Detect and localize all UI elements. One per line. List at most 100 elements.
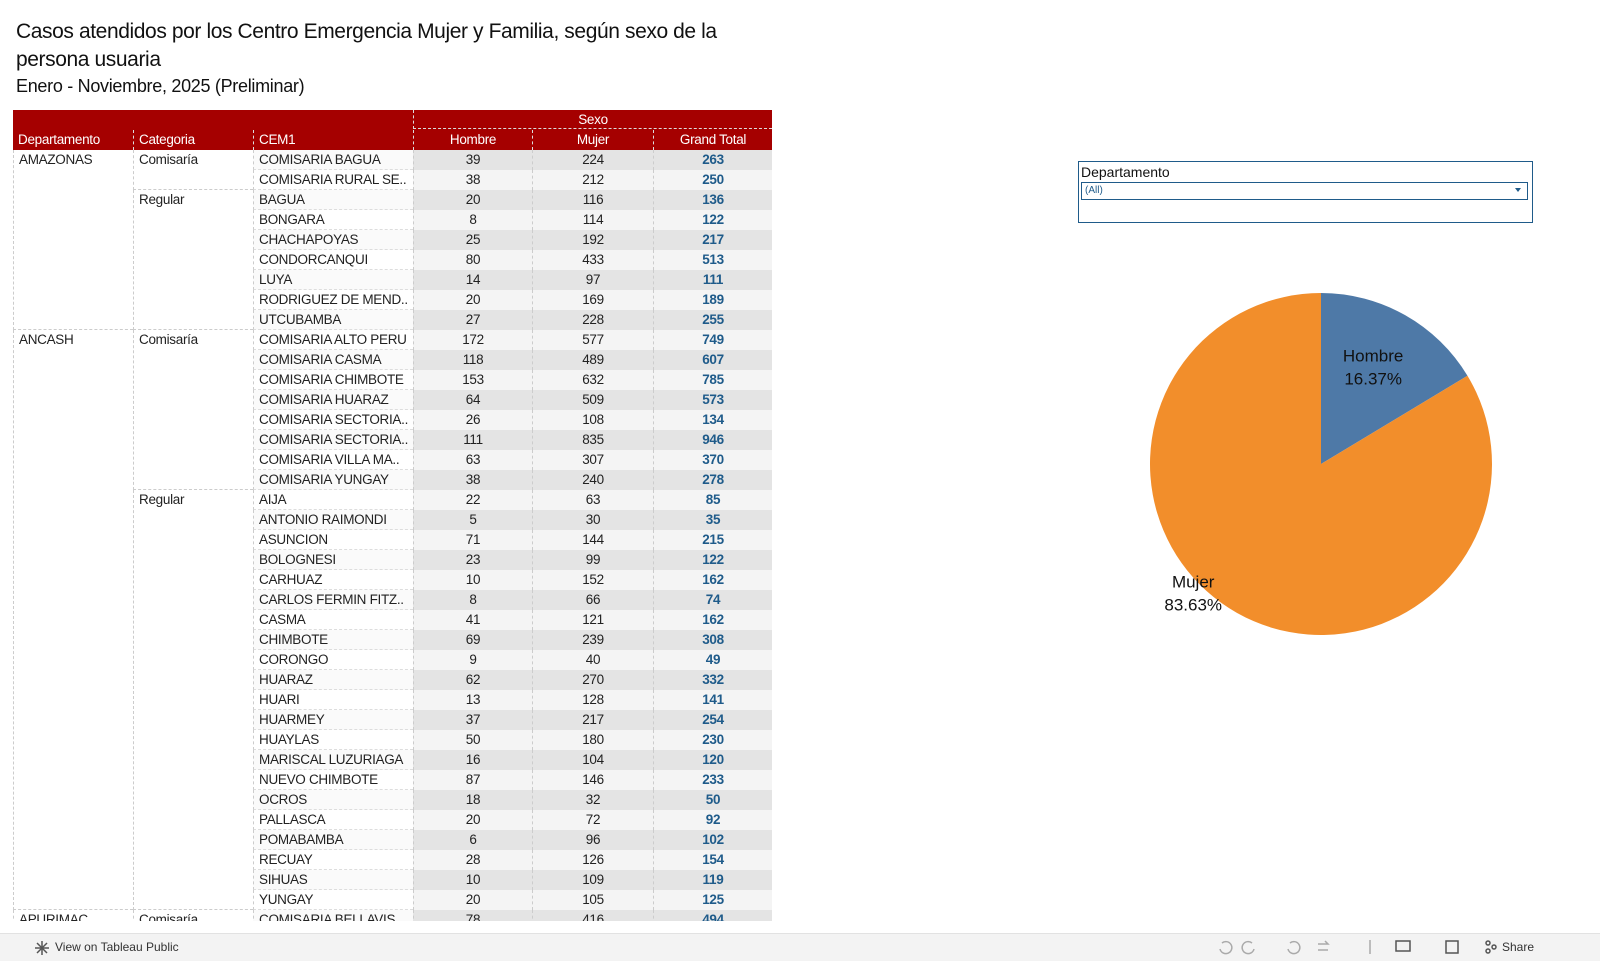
cem-cell: CARHUAZ (253, 570, 413, 590)
cem-cell: RODRIGUEZ DE MEND.. (253, 290, 413, 310)
value-cell: 128 (532, 690, 653, 710)
column-header: CEM1 (253, 130, 413, 150)
value-cell: 20 (413, 190, 532, 210)
value-cell: 433 (532, 250, 653, 270)
total-cell: 308 (653, 630, 772, 650)
total-cell: 122 (653, 210, 772, 230)
value-cell: 23 (413, 550, 532, 570)
total-cell: 215 (653, 530, 772, 550)
total-cell: 749 (653, 330, 772, 350)
total-cell: 134 (653, 410, 772, 430)
cem-cell: CHIMBOTE (253, 630, 413, 650)
total-cell: 573 (653, 390, 772, 410)
total-cell: 74 (653, 590, 772, 610)
total-cell: 255 (653, 310, 772, 330)
value-cell: 126 (532, 850, 653, 870)
value-cell: 835 (532, 430, 653, 450)
value-cell: 18 (413, 790, 532, 810)
cem-cell: UTCUBAMBA (253, 310, 413, 330)
cem-cell: RECUAY (253, 850, 413, 870)
value-cell: 104 (532, 750, 653, 770)
value-cell: 9 (413, 650, 532, 670)
department-cell: ANCASH (13, 330, 133, 910)
value-cell: 5 (413, 510, 532, 530)
total-cell: 332 (653, 670, 772, 690)
column-header: Hombre (413, 130, 532, 150)
share-button[interactable]: Share (1502, 940, 1535, 954)
value-cell: 146 (532, 770, 653, 790)
total-cell: 102 (653, 830, 772, 850)
total-cell: 119 (653, 870, 772, 890)
value-cell: 144 (532, 530, 653, 550)
value-cell: 66 (532, 590, 653, 610)
value-cell: 72 (532, 810, 653, 830)
total-cell: 946 (653, 430, 772, 450)
cem-cell: COMISARIA ALTO PERU (253, 330, 413, 350)
value-cell: 32 (532, 790, 653, 810)
slice-value: 16.37% (1344, 370, 1402, 389)
view-link[interactable]: View on Tableau Public (55, 940, 179, 954)
value-cell: 105 (532, 890, 653, 910)
slice-label: Hombre (1343, 347, 1403, 366)
total-cell: 162 (653, 610, 772, 630)
filter-dropdown[interactable]: (All) (1081, 182, 1528, 200)
value-cell: 169 (532, 290, 653, 310)
value-cell: 416 (532, 910, 653, 921)
total-cell: 162 (653, 570, 772, 590)
cem-cell: COMISARIA BELLAVIS.. (253, 910, 413, 921)
value-cell: 14 (413, 270, 532, 290)
department-cell: APURIMAC (13, 910, 133, 921)
value-cell: 38 (413, 470, 532, 490)
value-cell: 270 (532, 670, 653, 690)
department-cell: AMAZONAS (13, 150, 133, 330)
total-cell: 111 (653, 270, 772, 290)
total-cell: 254 (653, 710, 772, 730)
cem-cell: POMABAMBA (253, 830, 413, 850)
header-band (13, 110, 772, 150)
value-cell: 509 (532, 390, 653, 410)
redo[interactable] (1241, 940, 1255, 955)
value-cell: 80 (413, 250, 532, 270)
total-cell: 494 (653, 910, 772, 921)
column-header: Departamento (18, 132, 100, 147)
total-cell: 278 (653, 470, 772, 490)
value-cell: 22 (413, 490, 532, 510)
value-cell: 224 (532, 150, 653, 170)
cem-cell: MARISCAL LUZURIAGA (253, 750, 413, 770)
value-cell: 50 (413, 730, 532, 750)
toolbar-icons (1219, 940, 1497, 955)
cem-cell: COMISARIA VILLA MA.. (253, 450, 413, 470)
total-cell: 607 (653, 350, 772, 370)
category-cell: Comisaría (133, 150, 253, 190)
value-cell: 25 (413, 230, 532, 250)
cem-cell: LUYA (253, 270, 413, 290)
revert[interactable] (1287, 940, 1301, 955)
refresh[interactable] (1318, 940, 1330, 951)
device[interactable] (1395, 940, 1411, 952)
value-cell: 63 (413, 450, 532, 470)
value-cell: 71 (413, 530, 532, 550)
total-cell: 370 (653, 450, 772, 470)
undo[interactable] (1219, 940, 1233, 955)
total-cell: 233 (653, 770, 772, 790)
cem-cell: CONDORCANQUI (253, 250, 413, 270)
cem-cell: OCROS (253, 790, 413, 810)
cem-cell: CORONGO (253, 650, 413, 670)
filter[interactable]: Departamento (All) (1078, 161, 1533, 223)
total-cell: 230 (653, 730, 772, 750)
value-cell: 40 (532, 650, 653, 670)
cem-cell: HUARAZ (253, 670, 413, 690)
slice-label: Mujer (1172, 572, 1215, 591)
category-cell: Comisaría (133, 330, 253, 490)
column-header: Mujer (532, 130, 653, 150)
total-cell: 136 (653, 190, 772, 210)
total-cell: 122 (653, 550, 772, 570)
fullscreen[interactable] (1445, 940, 1459, 954)
subtitle: Enero - Noviembre, 2025 (Preliminar) (16, 76, 305, 96)
cem-cell: CASMA (253, 610, 413, 630)
cem-cell: HUAYLAS (253, 730, 413, 750)
value-cell: 8 (413, 590, 532, 610)
value-cell: 307 (532, 450, 653, 470)
title: Casos atendidos por los Centro Emergenci… (16, 20, 717, 71)
value-cell: 180 (532, 730, 653, 750)
